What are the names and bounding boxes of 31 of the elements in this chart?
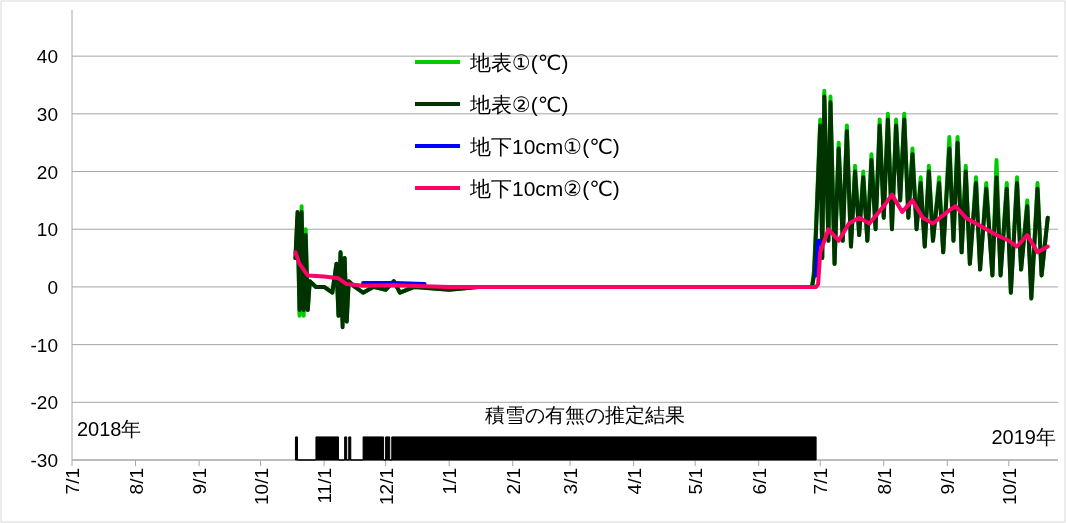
annotation: 2018年: [77, 418, 142, 440]
y-tick-label: -10: [30, 334, 58, 356]
y-tick-label: 20: [36, 161, 58, 183]
x-tick-label: 1/1: [439, 468, 461, 495]
y-tick-label: 40: [36, 46, 58, 68]
y-tick-label: 10: [36, 219, 58, 241]
x-tick-label: 9/1: [937, 468, 959, 495]
x-tick-label: 5/1: [685, 468, 707, 495]
y-tick-label: 0: [47, 276, 58, 298]
x-tick-label: 12/1: [375, 468, 397, 505]
y-tick-label: -20: [30, 392, 58, 414]
x-tick-label: 4/1: [623, 468, 645, 495]
annotation: 積雪の有無の推定結果: [485, 404, 685, 426]
annotation: 2019年: [991, 426, 1056, 448]
legend-label: 地表①(℃): [469, 51, 569, 74]
x-tick-label: 9/1: [189, 468, 211, 495]
x-tick-label: 10/1: [250, 468, 272, 505]
x-tick-label: 11/1: [314, 468, 336, 504]
x-tick-label: 2/1: [502, 468, 524, 495]
y-tick-label: 30: [36, 103, 58, 125]
x-tick-label: 8/1: [873, 468, 895, 495]
x-tick-label: 8/1: [125, 468, 147, 495]
legend-label: 地表②(℃): [469, 93, 569, 116]
legend-label: 地下10cm②(℃): [469, 177, 620, 200]
x-tick-label: 7/1: [62, 468, 83, 495]
x-tick-label: 10/1: [998, 468, 1020, 505]
x-tick-label: 3/1: [560, 468, 582, 495]
x-tick-label: 7/1: [810, 468, 832, 495]
y-tick-label: -30: [30, 450, 58, 471]
legend-label: 地下10cm①(℃): [469, 135, 620, 158]
x-tick-label: 6/1: [748, 468, 770, 495]
